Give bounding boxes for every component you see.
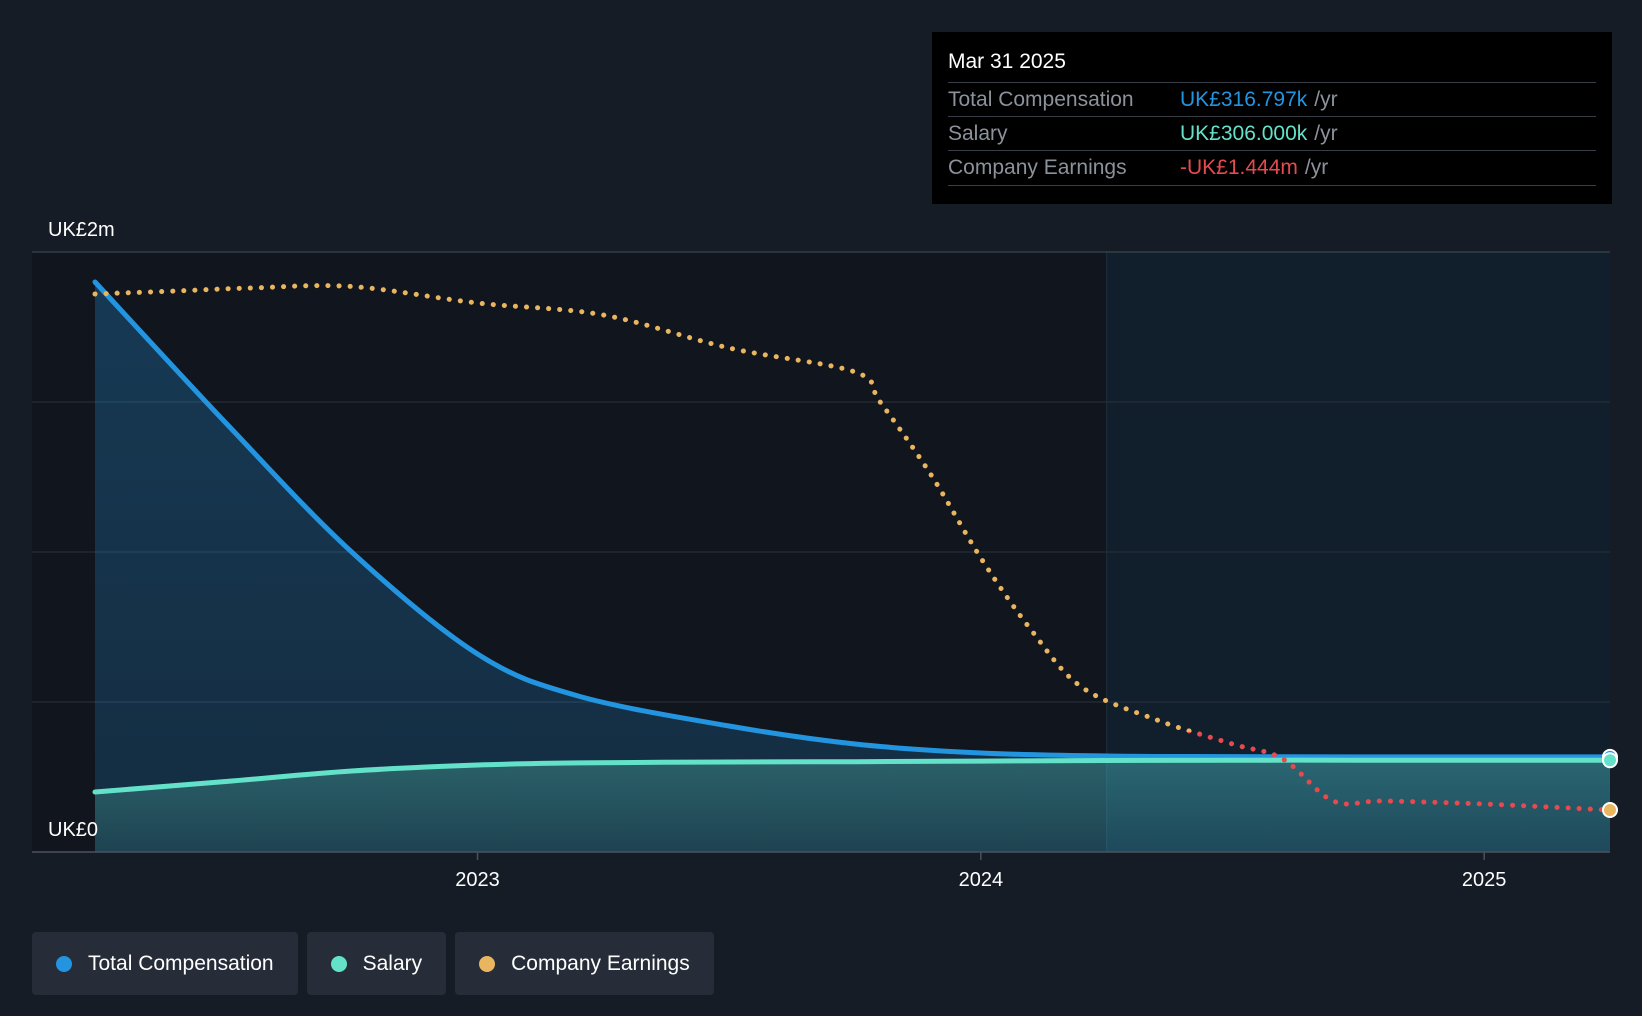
earnings-endpoint (1602, 802, 1618, 818)
series-lines (92, 279, 1613, 813)
total-line (92, 279, 1613, 760)
legend-label: Total Compensation (88, 951, 274, 975)
tooltip-row-total: Total Compensation UK£316.797k/yr (948, 82, 1596, 117)
earnings-value: -UK£1.444m (1180, 156, 1298, 179)
unit-label: /yr (1314, 88, 1338, 111)
tooltip: Mar 31 2025 Total Compensation UK£316.79… (932, 32, 1612, 204)
tooltip-row-salary: Salary UK£306.000k/yr (948, 116, 1596, 151)
tooltip-value: UK£306.000k/yr (1180, 117, 1338, 151)
legend-label: Company Earnings (511, 951, 690, 975)
salary-line (92, 757, 1613, 795)
total-comp-value: UK£316.797k (1180, 88, 1308, 111)
y-axis-bottom-label: UK£0 (48, 819, 98, 841)
salary-area (95, 760, 1610, 852)
legend-item-salary[interactable]: Salary (306, 932, 447, 995)
legend-label: Salary (362, 951, 423, 975)
tooltip-value: -UK£1.444m/yr (1180, 151, 1328, 185)
salary-value: UK£306.000k (1180, 122, 1308, 145)
x-tick-label: 2025 (1462, 869, 1507, 891)
unit-label: /yr (1304, 156, 1329, 179)
total-area (95, 282, 1610, 852)
legend-item-total-compensation[interactable]: Total Compensation (32, 932, 298, 995)
x-axis-ticks: 2023 2024 2025 (455, 852, 1506, 891)
tooltip-value: UK£316.797k/yr (1180, 83, 1338, 117)
dot-teal-icon (330, 955, 347, 972)
series-areas (95, 282, 1610, 852)
tooltip-label: Total Compensation (948, 88, 1134, 111)
dot-blue-icon (56, 955, 72, 972)
tooltip-date: Mar 31 2025 (948, 50, 1066, 73)
legend-item-company-earnings[interactable]: Company Earnings (455, 932, 714, 995)
tooltip-row-earnings: Company Earnings -UK£1.444m/yr (948, 150, 1596, 186)
unit-label: /yr (1314, 122, 1338, 145)
x-tick-label: 2023 (455, 869, 500, 891)
x-tick-label: 2024 (959, 869, 1004, 891)
y-axis-top-label: UK£2m (48, 219, 115, 241)
legend: Total Compensation Salary Company Earnin… (32, 932, 723, 995)
dot-orange-icon (479, 955, 496, 972)
tooltip-label: Company Earnings (948, 156, 1127, 179)
earnings-line-positive (92, 283, 1202, 732)
tooltip-label: Salary (948, 122, 1008, 145)
salary-endpoint (1602, 752, 1618, 769)
series-endpoints (1602, 748, 1618, 818)
